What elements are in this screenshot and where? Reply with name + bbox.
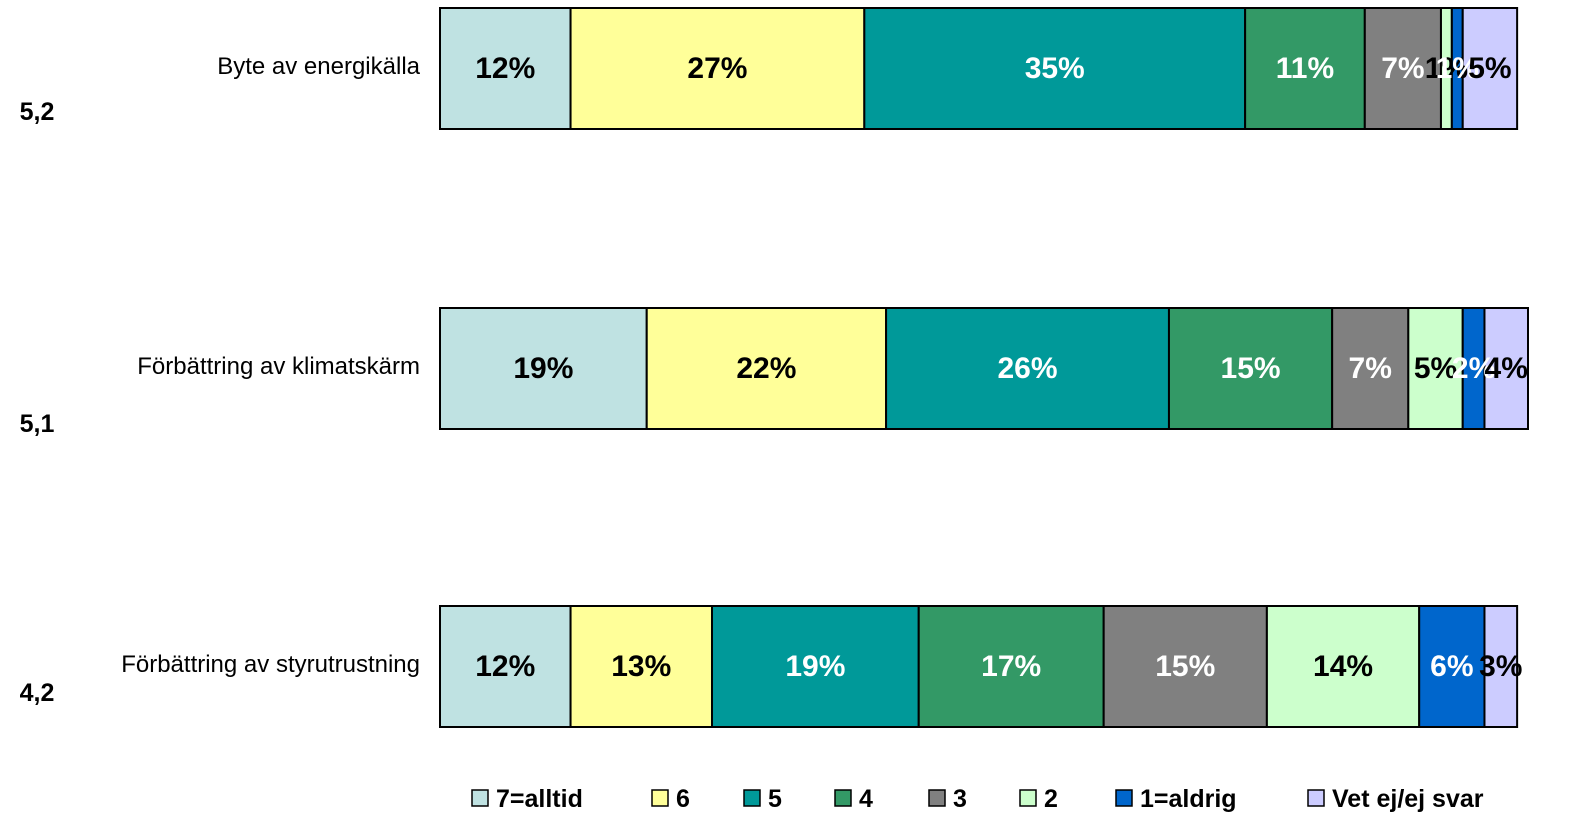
legend-label: 1=aldrig [1140, 785, 1237, 813]
legend-swatch [1307, 789, 1325, 807]
bar-segment [1407, 307, 1464, 430]
legend-swatch [1115, 789, 1133, 807]
bar-segment [569, 7, 866, 130]
value-label: 1% [1436, 52, 1479, 85]
value-label: 27% [687, 52, 747, 85]
value-label: 1% [1425, 52, 1468, 85]
bar-segment [863, 7, 1247, 130]
legend-label: 4 [859, 785, 873, 813]
bar-segment [569, 605, 713, 728]
value-label: 26% [997, 352, 1057, 385]
bar-segment [1418, 605, 1486, 728]
bar-segment [1363, 7, 1442, 130]
value-label: 11% [1276, 52, 1334, 85]
legend-swatch [471, 789, 489, 807]
legend-swatch [743, 789, 761, 807]
bar-segment [1483, 605, 1519, 728]
value-label: 2% [1452, 352, 1495, 385]
legend-swatch [928, 789, 946, 807]
value-label: 19% [513, 352, 573, 385]
value-label: 7% [1381, 52, 1424, 85]
mean-label: 5,2 [20, 98, 55, 126]
mean-label: 4,2 [20, 679, 55, 707]
value-label: 35% [1025, 52, 1085, 85]
legend-swatch [834, 789, 852, 807]
bar-segment [885, 307, 1170, 430]
value-label: 17% [981, 650, 1041, 683]
legend-swatch [1019, 789, 1037, 807]
value-label: 22% [736, 352, 796, 385]
value-label: 12% [475, 52, 535, 85]
bar-segment [1265, 605, 1421, 728]
legend-label: Vet ej/ej svar [1332, 785, 1484, 813]
legend-label: 2 [1044, 785, 1058, 813]
bar-segment [917, 605, 1105, 728]
bar-segment [1461, 7, 1519, 130]
mean-label: 5,1 [20, 410, 55, 438]
value-label: 6% [1430, 650, 1473, 683]
value-label: 13% [611, 650, 671, 683]
category-label: Byte av energikälla [217, 52, 420, 80]
value-label: 7% [1349, 352, 1392, 385]
bar-segment [439, 605, 572, 728]
value-label: 15% [1155, 650, 1215, 683]
bar-segment [439, 7, 572, 130]
value-label: 5% [1414, 352, 1457, 385]
value-label: 14% [1313, 650, 1373, 683]
bar-segment [1483, 307, 1529, 430]
legend-swatch [651, 789, 669, 807]
value-label: 4% [1485, 352, 1528, 385]
value-label: 15% [1221, 352, 1281, 385]
bar-segment [711, 605, 920, 728]
legend-label: 7=alltid [496, 785, 583, 813]
value-label: 12% [475, 650, 535, 683]
category-label: Förbättring av styrutrustning [121, 650, 420, 678]
legend-label: 6 [676, 785, 690, 813]
value-label: 3% [1479, 650, 1522, 683]
legend-label: 5 [768, 785, 782, 813]
category-label: Förbättring av klimatskärm [137, 352, 420, 380]
value-label: 5% [1468, 52, 1511, 85]
value-label: 19% [785, 650, 845, 683]
bar-segment [645, 307, 888, 430]
bar-segment [1167, 307, 1334, 430]
legend-label: 3 [953, 785, 967, 813]
bar-segment [1102, 605, 1268, 728]
